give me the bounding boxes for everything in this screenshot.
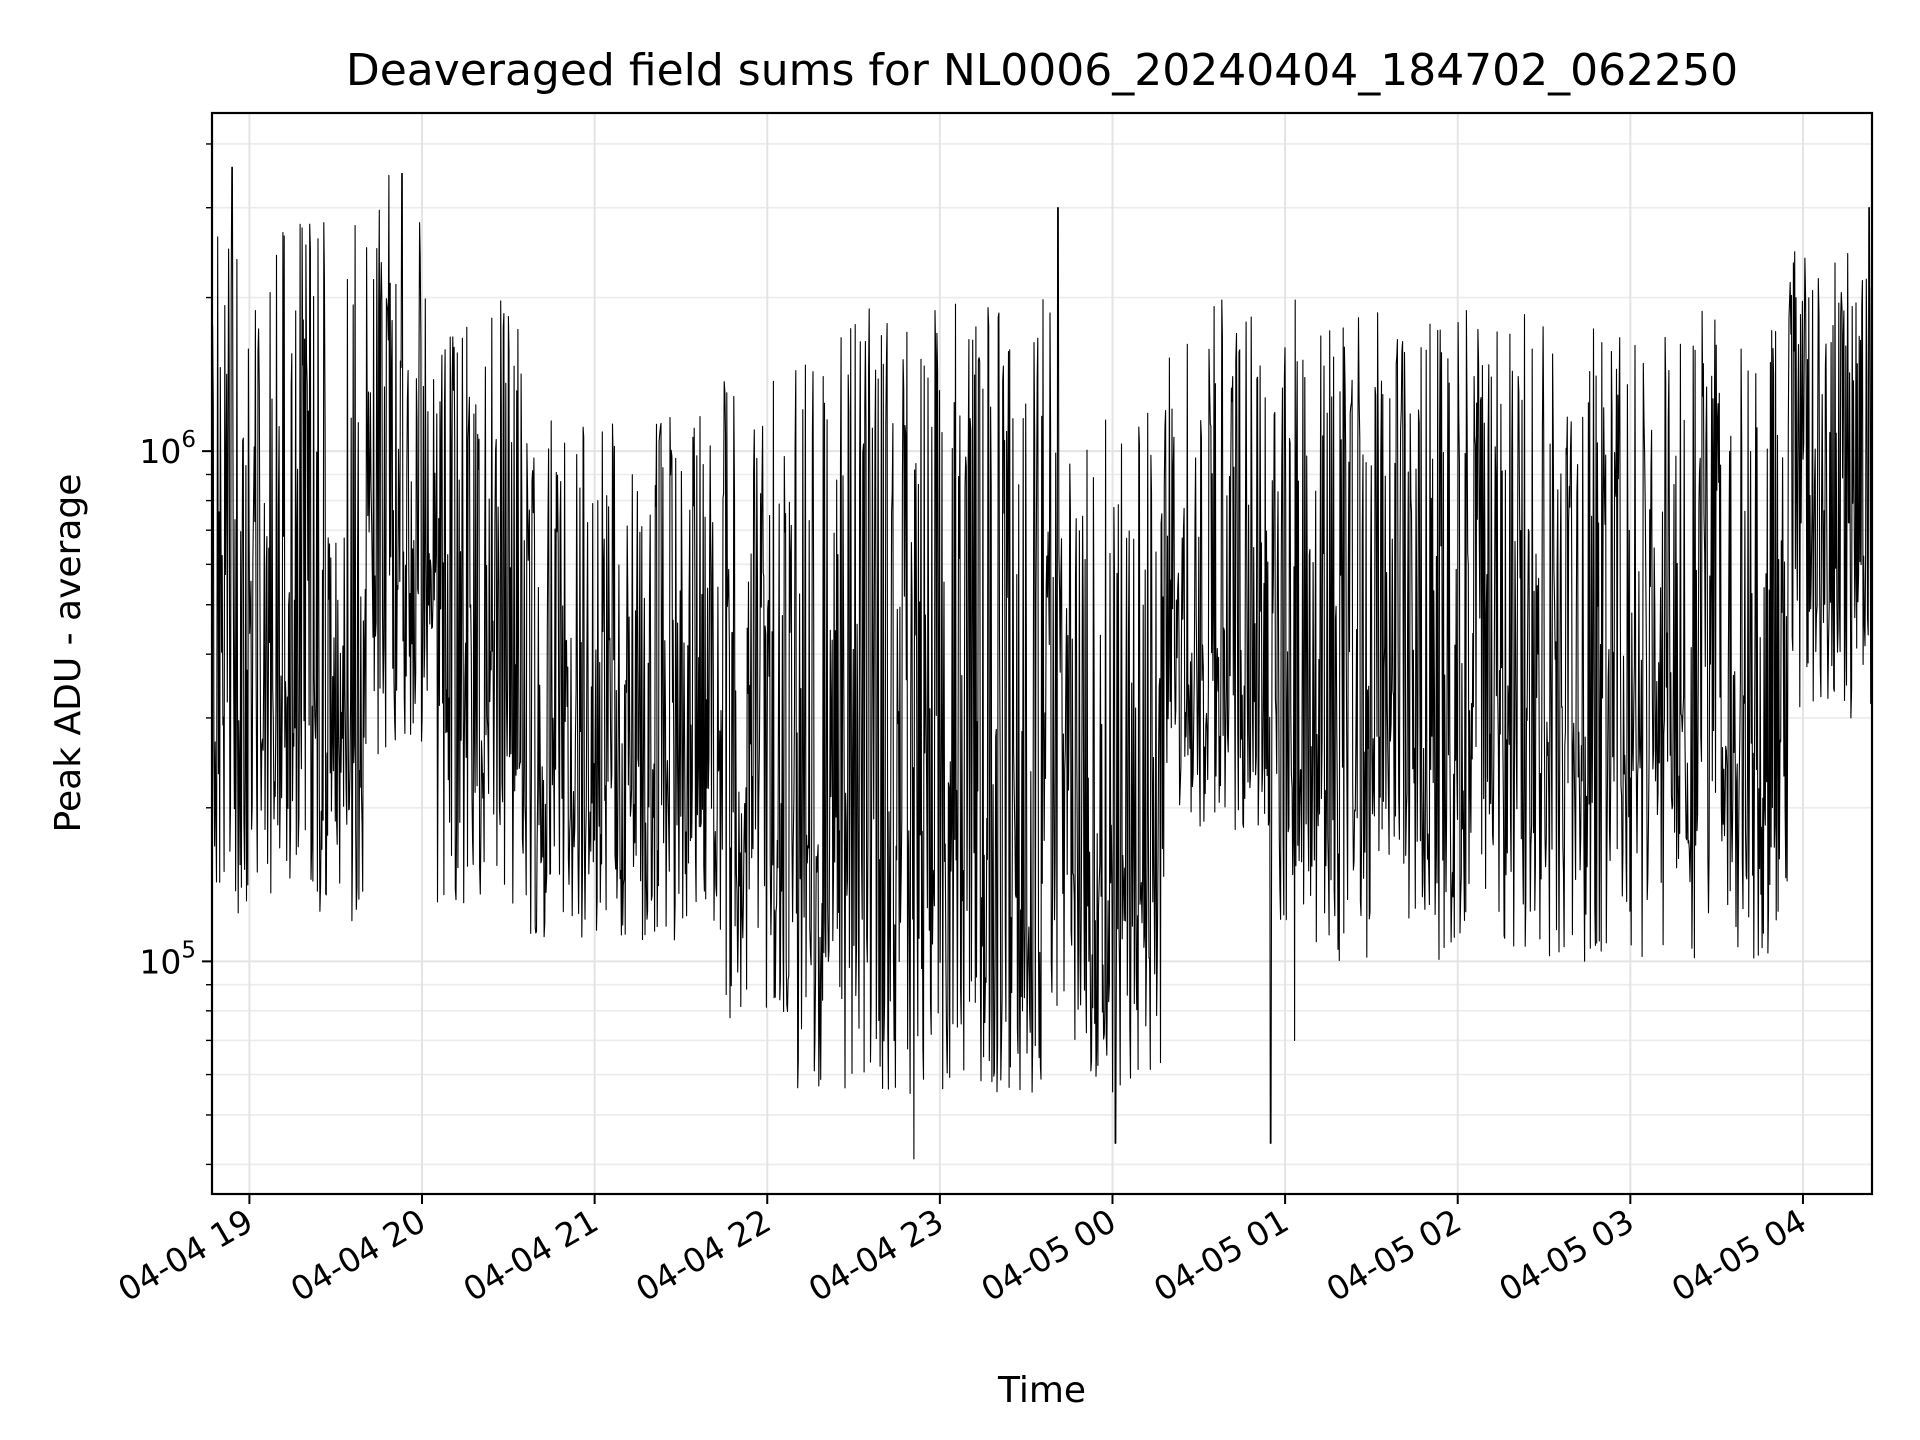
x-axis-label: Time — [997, 1370, 1086, 1411]
y-axis-label: Peak ADU - average — [48, 474, 89, 833]
y-tick-label: 105 — [139, 937, 196, 981]
y-tick-label: 106 — [139, 427, 196, 471]
chart-title: Deaveraged field sums for NL0006_2024040… — [346, 45, 1738, 96]
series-path — [211, 166, 1873, 1160]
series-line — [211, 166, 1873, 1160]
